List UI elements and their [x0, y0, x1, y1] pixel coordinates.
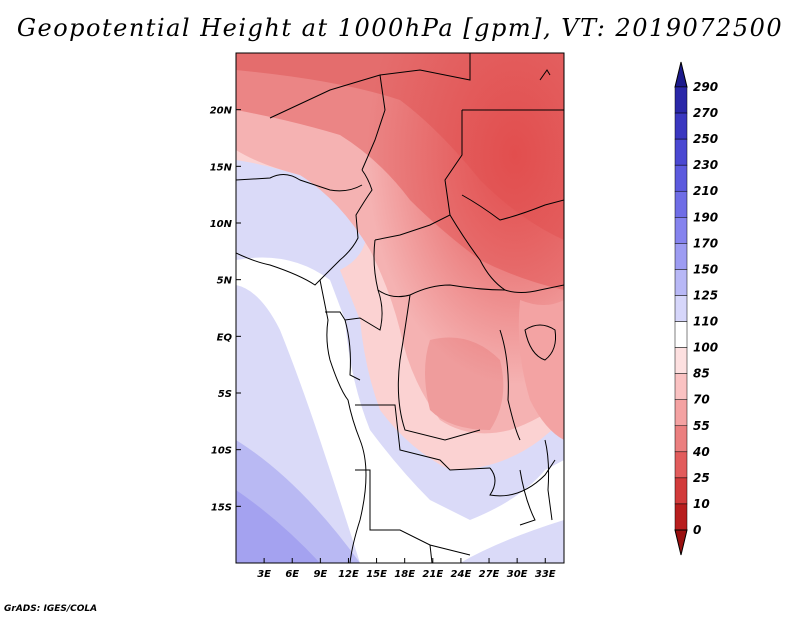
- border-line: [325, 289, 383, 331]
- colorbar-label: 110: [693, 315, 718, 329]
- map-borders: [236, 53, 564, 563]
- lake-malawi: [544, 439, 553, 521]
- lon-tick-label: 33E: [535, 569, 556, 580]
- border-line: [519, 469, 536, 526]
- border-line: [449, 214, 564, 293]
- border-line: [461, 194, 564, 221]
- colorbar-label: 230: [693, 158, 718, 172]
- lat-tick-label: 5S: [218, 389, 232, 400]
- colorbar-segment: [674, 217, 688, 244]
- lat-tick-label: 10N: [210, 219, 233, 230]
- colorbar-segment: [674, 347, 688, 374]
- longitude-axis: 3E 6E 9E 12E 15E 18E 21E 24E 27E 30E 33E: [257, 558, 556, 580]
- colorbar-label: 100: [693, 341, 718, 355]
- border-line: [397, 294, 481, 441]
- lon-tick-label: 9E: [313, 569, 327, 580]
- colorbar-label: 0: [693, 523, 701, 537]
- colorbar-label: 125: [693, 288, 718, 302]
- border-line: [236, 169, 373, 286]
- lon-tick-label: 12E: [338, 569, 359, 580]
- colorbar-label: 210: [693, 184, 718, 198]
- map-field: [236, 53, 564, 563]
- colorbar-label: 25: [693, 471, 710, 485]
- border-line: [361, 74, 386, 171]
- colorbar-label: 270: [693, 106, 718, 120]
- colorbar-segment: [674, 190, 688, 218]
- colorbar-label: 85: [693, 367, 710, 381]
- colorbar-label: 250: [693, 132, 718, 146]
- border-line: [539, 69, 551, 81]
- colorbar-segment: [674, 373, 688, 400]
- border-line: [236, 174, 363, 192]
- lon-tick-label: 15E: [366, 569, 387, 580]
- colorbar-segment: [674, 425, 688, 453]
- lon-tick-label: 18E: [394, 569, 415, 580]
- colorbar-label: 190: [693, 210, 718, 224]
- field-ne-max: [236, 53, 564, 563]
- colorbar-segment: [674, 269, 688, 296]
- lon-tick-label: 6E: [285, 569, 299, 580]
- colorbar-segment: [674, 138, 688, 166]
- lat-tick-label: 15S: [211, 502, 232, 513]
- colorbar-bottom-arrow: [674, 529, 688, 556]
- lon-tick-label: 21E: [422, 569, 443, 580]
- lon-tick-label: 3E: [257, 569, 271, 580]
- colorbar-segment: [674, 164, 688, 192]
- border-line: [489, 459, 556, 497]
- colorbar-label: 40: [692, 445, 710, 459]
- grads-credit: GrADS: IGES/COLA: [4, 604, 98, 614]
- lake-victoria: [524, 324, 556, 361]
- colorbar-label: 10: [693, 497, 710, 511]
- colorbar-segment: [674, 503, 688, 531]
- lat-tick-label: 5N: [217, 276, 233, 287]
- latitude-axis: 20N 15N 10N 5N EQ 5S 10S 15S: [210, 106, 241, 513]
- colorbar-segment: [674, 477, 688, 505]
- map-frame: [235, 52, 565, 564]
- colorbar: 2902702502302101901701501251101008570554…: [674, 61, 718, 556]
- lake-tanganyika: [499, 329, 521, 441]
- lat-tick-label: 10S: [211, 446, 232, 457]
- colorbar-label: 55: [693, 419, 710, 433]
- colorbar-segment: [674, 399, 688, 427]
- colorbar-label: 290: [693, 80, 718, 94]
- colorbar-top-arrow: [674, 61, 688, 88]
- colorbar-segment: [674, 243, 688, 270]
- colorbar-segment: [674, 112, 688, 140]
- lat-tick-label: EQ: [217, 332, 233, 343]
- coastline: [319, 279, 367, 563]
- lat-tick-label: 20N: [210, 106, 233, 117]
- map-title: Geopotential Height at 1000hPa [gpm], VT…: [16, 14, 784, 42]
- border-line: [344, 319, 361, 381]
- colorbar-segment: [674, 295, 688, 322]
- lat-tick-label: 15N: [210, 162, 233, 173]
- colorbar-segment: [674, 86, 688, 114]
- colorbar-segment: [674, 451, 688, 479]
- colorbar-label: 170: [693, 236, 718, 250]
- lon-tick-label: 30E: [507, 569, 528, 580]
- colorbar-label: 70: [693, 393, 710, 407]
- colorbar-segment: [674, 321, 688, 348]
- field-east-highlands: [518, 300, 564, 440]
- lon-tick-label: 24E: [451, 569, 472, 580]
- border-line: [355, 404, 491, 471]
- lon-tick-label: 27E: [479, 569, 500, 580]
- border-line: [355, 469, 471, 556]
- colorbar-label: 150: [693, 262, 718, 276]
- border-line: [429, 544, 433, 563]
